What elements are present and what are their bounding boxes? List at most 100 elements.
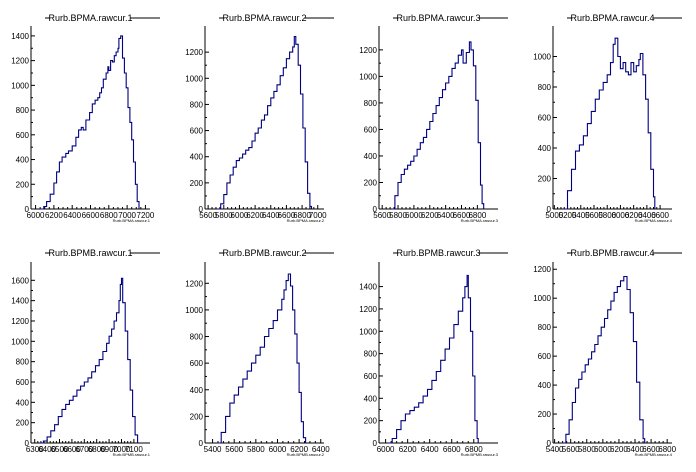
y-tick-label: 600 [364, 125, 378, 134]
y-tick-label: 600 [190, 127, 204, 136]
y-tick-label: 1200 [185, 48, 203, 57]
x-tick-label: 6300 [26, 445, 44, 454]
y-tick-label: 1400 [359, 283, 377, 292]
y-tick-label: 1000 [533, 53, 551, 62]
x-tick-label: 5000 [545, 211, 563, 220]
y-tick-label: 0 [199, 205, 204, 214]
x-tick-label: 7000 [118, 211, 136, 220]
y-tick-label: 1000 [533, 294, 551, 303]
y-tick-label: 1200 [185, 279, 203, 288]
x-tick-label: 7000 [113, 445, 131, 454]
y-tick-label: 1000 [359, 327, 377, 336]
chart-title: Rurb.BPMA.rawcur.3 [396, 13, 480, 23]
x-tick-label: 6600 [642, 445, 660, 454]
x-tick-label: 6900 [100, 445, 118, 454]
y-tick-label: 1200 [11, 57, 29, 66]
x-tick-label: 6200 [421, 211, 439, 220]
chart-title: Rurb.BPMB.rawcur.2 [222, 248, 306, 258]
x-tick-label: 5400 [572, 211, 590, 220]
x-tick-label: 5800 [389, 211, 407, 220]
y-tick-label: 200 [16, 419, 30, 428]
x-tick-label: 7100 [125, 445, 143, 454]
x-tick-label: 6000 [405, 211, 423, 220]
x-tick-label: 6000 [377, 445, 395, 454]
x-axis-label: Rurb.BPMB.rawcur.1 [113, 452, 151, 457]
y-tick-label: 1000 [185, 74, 203, 83]
y-tick-label: 0 [25, 205, 30, 214]
x-tick-label: 6800 [658, 445, 676, 454]
histogram-series-line [40, 35, 140, 210]
histogram-panel: Rurb.BPMA.rawcur.2 0 200 400 600 800 1000 1200 5… [185, 13, 334, 223]
x-tick-label: 6800 [468, 211, 486, 220]
x-axis-label: Rurb.BPMB.rawcur.3 [461, 452, 499, 457]
x-tick-label: 6400 [638, 211, 656, 220]
x-tick-label: 6800 [293, 211, 311, 220]
x-tick-label: 6000 [27, 211, 45, 220]
x-tick-label: 5600 [373, 211, 391, 220]
histogram-series-line [216, 273, 307, 444]
histogram-panel: Rurb.BPMB.rawcur.3 0 200 400 600 800 1000 1200 1… [359, 248, 508, 457]
y-tick-label: 600 [16, 131, 30, 140]
x-tick-label: 6800 [100, 211, 118, 220]
y-tick-label: 400 [364, 152, 378, 161]
x-tick-label: 6600 [453, 211, 471, 220]
x-tick-label: 5600 [562, 445, 580, 454]
x-axis-label: Rurb.BPMB.rawcur.2 [287, 452, 325, 457]
x-tick-label: 5600 [585, 211, 603, 220]
x-axis-label: Rurb.BPMA.rawcur.3 [461, 218, 499, 223]
y-tick-label: 200 [190, 412, 204, 421]
x-tick-label: 6600 [63, 445, 81, 454]
y-tick-label: 400 [190, 386, 204, 395]
x-tick-label: 6400 [38, 445, 56, 454]
y-tick-label: 200 [538, 410, 552, 419]
chart-title: Rurb.BPMB.rawcur.4 [570, 248, 654, 258]
y-tick-label: 0 [373, 439, 378, 448]
x-tick-label: 6400 [63, 211, 81, 220]
x-tick-label: 5600 [225, 445, 243, 454]
x-axis-label: Rurb.BPMB.rawcur.4 [635, 452, 673, 457]
x-tick-label: 6200 [45, 211, 63, 220]
x-tick-label: 7200 [137, 211, 155, 220]
y-tick-label: 800 [538, 323, 552, 332]
y-tick-label: 600 [364, 372, 378, 381]
x-tick-label: 6200 [399, 445, 417, 454]
x-tick-label: 6600 [651, 211, 669, 220]
y-tick-label: 1000 [185, 306, 203, 315]
y-tick-label: 200 [364, 178, 378, 187]
y-tick-label: 800 [364, 99, 378, 108]
y-tick-label: 400 [16, 156, 30, 165]
x-tick-label: 6000 [269, 445, 287, 454]
y-tick-label: 600 [16, 378, 30, 387]
y-tick-label: 800 [364, 350, 378, 359]
y-tick-label: 800 [16, 106, 30, 115]
y-tick-label: 600 [538, 352, 552, 361]
histogram-panel: Rurb.BPMB.rawcur.1 0 200 400 600 800 1000 1200 1… [11, 248, 160, 457]
y-tick-label: 1200 [11, 317, 29, 326]
x-tick-label: 6500 [51, 445, 69, 454]
x-tick-label: 6200 [246, 211, 264, 220]
x-tick-label: 6400 [312, 445, 330, 454]
y-tick-label: 0 [199, 439, 204, 448]
chart-title: Rurb.BPMA.rawcur.1 [48, 13, 132, 23]
x-tick-label: 5800 [215, 211, 233, 220]
histogram-series-line [391, 41, 485, 210]
histogram-panel: Rurb.BPMB.rawcur.4 0 200 400 600 800 1000 1200 5… [533, 248, 682, 457]
y-tick-label: 1600 [11, 276, 29, 285]
x-tick-label: 6800 [465, 445, 483, 454]
y-tick-label: 1200 [533, 265, 551, 274]
chart-title: Rurb.BPMA.rawcur.4 [570, 13, 654, 23]
y-tick-label: 1000 [359, 72, 377, 81]
x-tick-label: 6200 [610, 445, 628, 454]
y-tick-label: 1400 [11, 32, 29, 41]
y-tick-label: 1000 [11, 81, 29, 90]
x-tick-label: 6400 [262, 211, 280, 220]
histogram-panel: Rurb.BPMA.rawcur.40200400600800100050005… [533, 13, 682, 223]
x-tick-label: 6000 [231, 211, 249, 220]
histogram-series-line [562, 275, 646, 444]
y-tick-label: 0 [547, 439, 552, 448]
x-tick-label: 5600 [199, 211, 217, 220]
x-axis-label: Rurb.BPMA.rawcur.4 [635, 218, 673, 223]
histogram-series-line [387, 274, 479, 444]
histogram-series-line [564, 37, 656, 210]
